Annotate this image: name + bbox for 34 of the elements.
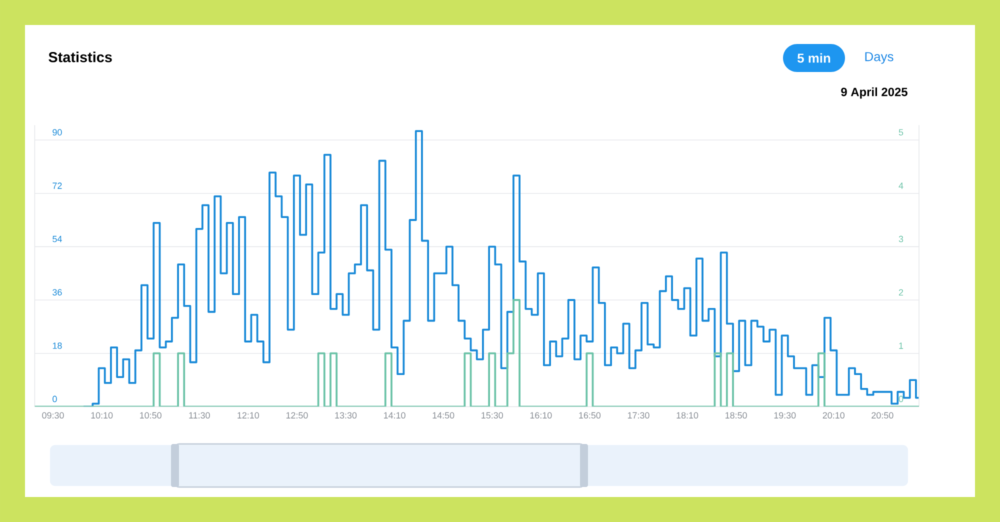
y-tick-label: 18 <box>52 342 62 349</box>
x-tick-label: 10:50 <box>140 412 162 419</box>
y2-tick-label: 3 <box>898 236 904 242</box>
x-tick-label: 16:50 <box>579 412 601 419</box>
x-tick-label: 14:50 <box>432 412 454 419</box>
y2-tick-label: 1 <box>899 342 904 349</box>
y2-tick-label: 4 <box>898 182 904 189</box>
y2-tick-label: 5 <box>898 129 904 136</box>
x-tick-label: 18:50 <box>726 412 747 419</box>
y-tick-label: 54 <box>52 236 62 242</box>
y-tick-label: 90 <box>52 129 62 136</box>
x-tick-label: 19:30 <box>774 412 796 419</box>
y2-tick-label: 2 <box>898 289 904 296</box>
x-tick-label: 15:30 <box>482 412 503 419</box>
x-tick-label: 12:10 <box>238 412 260 419</box>
x-tick-label: 11:30 <box>189 412 210 419</box>
x-tick-label: 09:30 <box>42 412 64 419</box>
chart-title: Statistics <box>48 52 112 62</box>
x-tick-label: 14:10 <box>384 412 406 419</box>
text: 5 min <box>797 53 830 63</box>
x-tick-label: 18:10 <box>676 412 698 419</box>
y-tick-label: 36 <box>52 289 62 296</box>
y2-tick-label: 0 <box>898 396 904 402</box>
x-tick-label: 20:50 <box>872 412 894 419</box>
text: Days <box>865 52 894 64</box>
x-tick-label: 13:30 <box>335 412 357 419</box>
y-tick-label: 0 <box>52 396 57 402</box>
x-tick-label: 17:30 <box>628 412 650 419</box>
x-tick-label: 10:10 <box>91 412 113 419</box>
x-tick-label: 16:10 <box>530 412 552 419</box>
x-tick-label: 12:50 <box>286 412 308 419</box>
x-tick-label: 20:10 <box>822 412 845 419</box>
y-tick-label: 72 <box>52 182 62 189</box>
chart-subtitle: 9 April 2025 <box>841 87 908 99</box>
